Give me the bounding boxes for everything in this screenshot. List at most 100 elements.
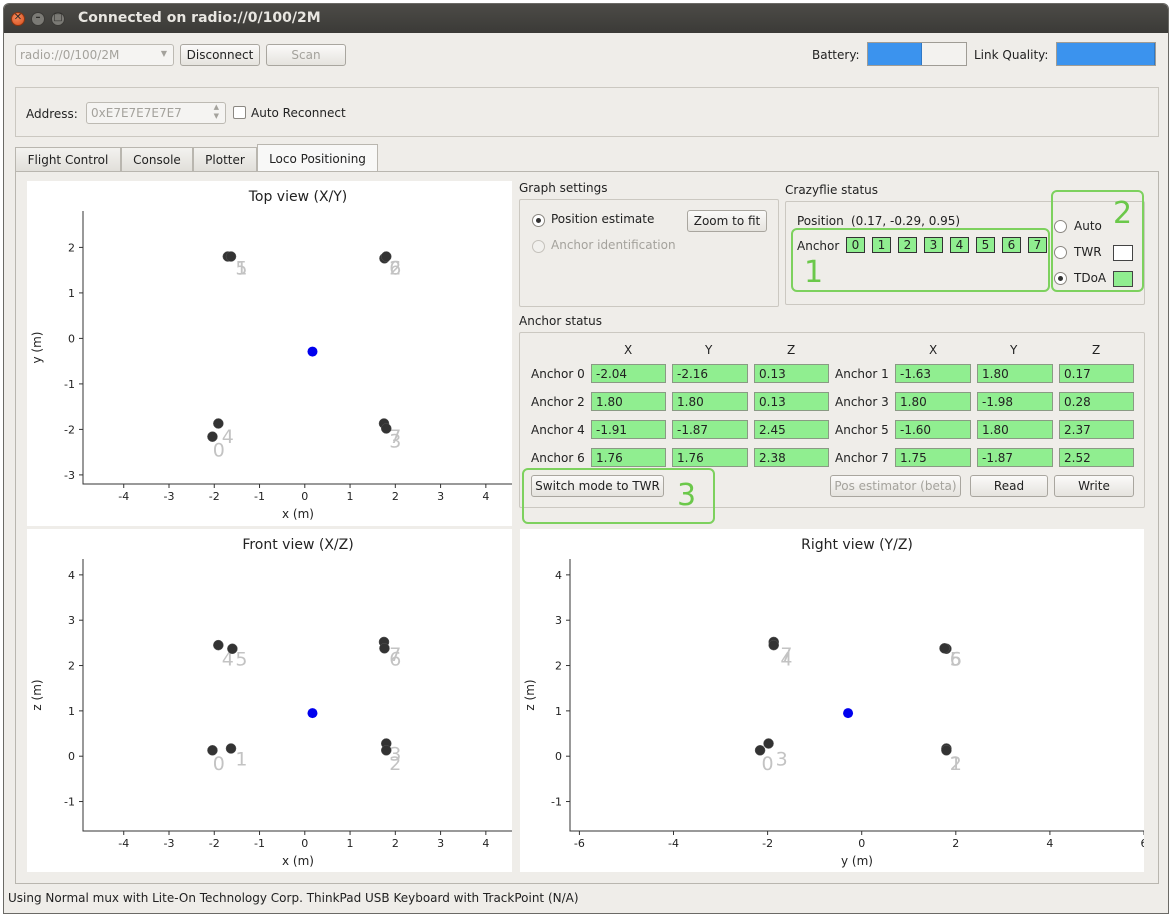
x-tick-label: -2	[762, 837, 773, 850]
x-tick-label: -6	[574, 837, 585, 850]
anchor-3-x-field[interactable]: 1.80	[895, 392, 971, 411]
close-icon: ✕	[13, 12, 23, 23]
auto-reconnect-label: Auto Reconnect	[251, 106, 346, 120]
x-tick-label: -1	[254, 837, 265, 850]
anchor-0-z-field[interactable]: 0.13	[754, 364, 829, 383]
disconnect-button[interactable]: Disconnect	[180, 44, 260, 66]
crazyflie-status-title: Crazyflie status	[785, 183, 879, 197]
mode-tdoa-indicator	[1113, 271, 1133, 287]
anchor-5-y-field[interactable]: 1.80	[977, 420, 1053, 439]
mode-tdoa-radio[interactable]	[1054, 272, 1067, 285]
minimize-window-button[interactable]: –	[31, 12, 45, 26]
anchor-label-2: 2	[389, 753, 401, 775]
y-tick-label: 3	[68, 614, 75, 627]
anchor-point-1	[225, 251, 237, 262]
pos-estimator-button[interactable]: Pos estimator (beta)	[830, 475, 961, 497]
close-window-button[interactable]: ✕	[11, 12, 25, 26]
top-view-plot[interactable]: Top view (X/Y) -4 -3 -2 -1 0 1 2 3 4 -3 -2 -1 0 1 2 x (m…	[27, 181, 512, 526]
maximize-window-button[interactable]: □	[51, 12, 65, 26]
anchor-point-3	[763, 738, 774, 749]
anchor-row-label: Anchor 4	[531, 423, 585, 437]
zoom-to-fit-button[interactable]: Zoom to fit	[687, 210, 767, 232]
x-axis-label: y (m)	[841, 854, 873, 868]
tab-console[interactable]: Console	[121, 147, 193, 171]
anchor-7-x-field[interactable]: 1.75	[895, 448, 971, 467]
anchor-label-6: 6	[389, 258, 401, 280]
x-tick-label: -3	[164, 837, 175, 850]
y-tick-label: 2	[555, 660, 562, 673]
column-header-z: Z	[1092, 343, 1101, 357]
switch-mode-button[interactable]: Switch mode to TWR	[531, 475, 664, 497]
anchor-7-y-field[interactable]: -1.87	[977, 448, 1053, 467]
anchor-4-y-field[interactable]: -1.87	[672, 420, 748, 439]
x-tick-label: -4	[118, 837, 129, 850]
y-tick-label: -2	[64, 423, 75, 436]
battery-bar	[867, 42, 967, 66]
address-spinbox[interactable]: 0xE7E7E7E7E7 ▲ ▼	[86, 102, 226, 124]
anchor-6-x-field[interactable]: 1.76	[591, 448, 666, 467]
anchor-identification-radio[interactable]	[532, 240, 545, 253]
anchor-label-4: 4	[222, 649, 234, 671]
annotation-number-2: 2	[1113, 196, 1133, 231]
anchor-point-5	[227, 643, 238, 655]
column-header-x: X	[624, 343, 633, 357]
anchor-4-z-field[interactable]: 2.45	[754, 420, 829, 439]
graph-settings-title: Graph settings	[519, 181, 608, 195]
anchor-6-y-field[interactable]: 1.76	[672, 448, 748, 467]
scatter-plot-svg: Top view (X/Y) -4 -3 -2 -1 0 1 2 3 4 -3 -2 -1 0 1 2 x (m…	[30, 189, 512, 521]
y-tick-label: 4	[555, 569, 562, 582]
write-button[interactable]: Write	[1054, 475, 1134, 497]
link-quality-label: Link Quality:	[974, 48, 1049, 62]
anchor-indicator-2: 2	[898, 237, 917, 253]
mode-twr-radio[interactable]	[1054, 246, 1067, 259]
tab-plotter[interactable]: Plotter	[193, 147, 257, 171]
highlight-box-3	[522, 468, 715, 524]
anchor-1-z-field[interactable]: 0.17	[1059, 364, 1134, 383]
position-estimate-radio[interactable]	[532, 214, 545, 227]
mode-twr-indicator	[1113, 245, 1133, 261]
auto-reconnect-checkbox[interactable]	[233, 106, 246, 119]
read-button[interactable]: Read	[970, 475, 1048, 497]
anchor-5-z-field[interactable]: 2.37	[1059, 420, 1134, 439]
plot-title: Right view (Y/Z)	[801, 537, 913, 553]
anchor-point-1	[225, 743, 237, 754]
anchor-row-label: Anchor 1	[835, 367, 889, 381]
tab-flight-control[interactable]: Flight Control	[15, 147, 121, 171]
tab-label: Loco Positioning	[269, 151, 366, 166]
anchor-3-y-field[interactable]: -1.98	[977, 392, 1053, 411]
anchor-0-y-field[interactable]: -2.16	[672, 364, 748, 383]
anchor-1-x-field[interactable]: -1.63	[895, 364, 971, 383]
x-tick-label: 0	[301, 490, 308, 503]
anchor-1-y-field[interactable]: 1.80	[977, 364, 1053, 383]
position-estimate-point	[307, 708, 318, 719]
anchor-2-y-field[interactable]: 1.80	[672, 392, 748, 411]
column-header-x: X	[929, 343, 938, 357]
y-tick-label: -1	[64, 378, 75, 391]
front-view-plot[interactable]: Front view (X/Z) -4 -3 -2 -1 0 1 2 3 4 -1 0 1 2 3 4 x (m…	[27, 529, 512, 872]
anchor-6-z-field[interactable]: 2.38	[754, 448, 829, 467]
anchor-7-z-field[interactable]: 2.52	[1059, 448, 1134, 467]
anchor-point-2	[941, 745, 952, 756]
address-panel: Address: 0xE7E7E7E7E7 ▲ ▼ Auto Reconnect	[15, 87, 1159, 137]
anchor-label-3: 3	[389, 744, 401, 766]
mode-tdoa-label: TDoA	[1074, 271, 1107, 285]
link-quality-bar-fill	[1057, 43, 1155, 65]
anchor-2-x-field[interactable]: 1.80	[591, 392, 666, 411]
position-value: (0.17, -0.29, 0.95)	[851, 214, 961, 228]
mode-auto-radio[interactable]	[1054, 220, 1067, 233]
scan-button[interactable]: Scan	[266, 44, 346, 66]
anchor-label-2: 2	[389, 258, 401, 280]
anchor-row-label: Anchor 0	[531, 367, 585, 381]
anchor-2-z-field[interactable]: 0.13	[754, 392, 829, 411]
tab-loco-positioning[interactable]: Loco Positioning	[257, 144, 378, 172]
radio-uri-select[interactable]: radio://0/100/2M ▼	[15, 44, 174, 66]
anchor-indicator-4: 4	[950, 237, 969, 253]
anchor-point-4	[213, 418, 224, 429]
anchor-4-x-field[interactable]: -1.91	[591, 420, 666, 439]
anchor-0-x-field[interactable]: -2.04	[591, 364, 666, 383]
anchor-indicator-6: 6	[1002, 237, 1021, 253]
anchor-5-x-field[interactable]: -1.60	[895, 420, 971, 439]
anchor-label-5: 5	[235, 258, 247, 280]
anchor-3-z-field[interactable]: 0.28	[1059, 392, 1134, 411]
